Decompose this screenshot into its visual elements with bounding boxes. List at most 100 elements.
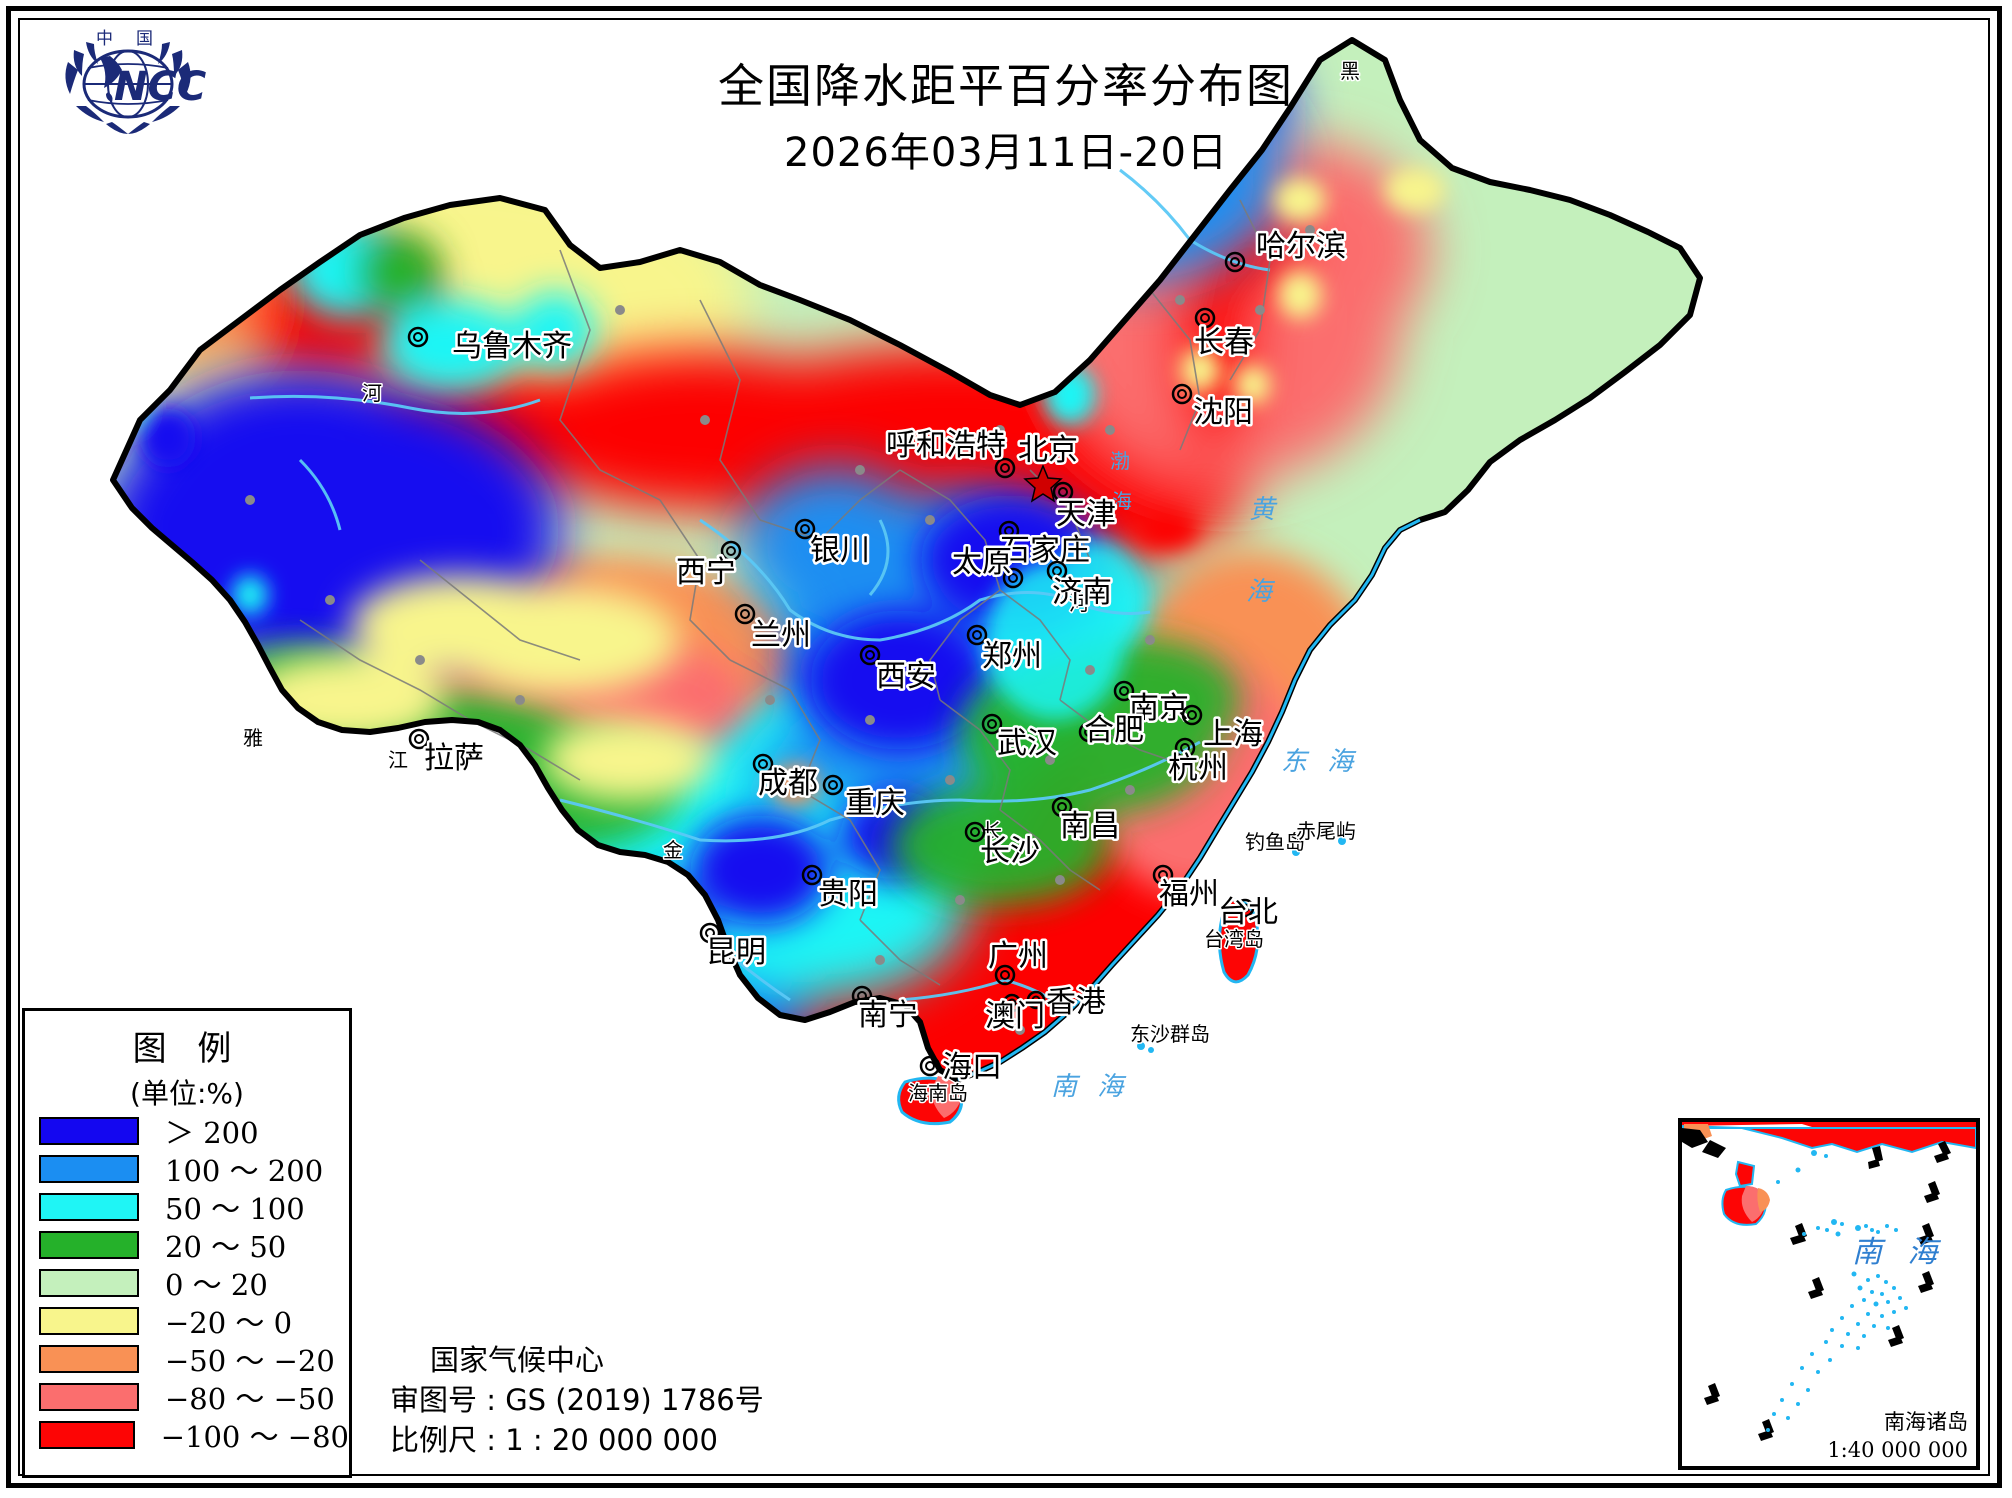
footer-approval: 审图号 : GS (2019) 1786号 (390, 1383, 764, 1417)
city-label: 南昌 (1060, 809, 1120, 844)
city-marker-aomen: 澳门 (983, 993, 1048, 1037)
legend-row: 20 ～ 50 (39, 1226, 349, 1264)
city-label: 香港 (1046, 985, 1106, 1020)
svg-text:国: 国 (136, 29, 153, 49)
sea-label: 东 海 (1281, 747, 1359, 777)
city-label: 昆明 (706, 935, 766, 970)
legend-label: −50 ～ −20 (165, 1344, 335, 1378)
city-label: 贵阳 (818, 877, 878, 912)
interior-label: 河 (1069, 591, 1089, 615)
inset-map: 南 海 (1682, 1122, 1976, 1441)
city-marker-wulumuqi: 乌鲁木齐 (407, 327, 575, 367)
city-marker-lasa: 拉萨 (408, 728, 487, 779)
city-label: 杭州 (1168, 751, 1228, 786)
svg-text:中: 中 (96, 29, 113, 49)
city-label: 重庆 (845, 786, 905, 821)
city-marker-taibei: 台北 (1216, 893, 1281, 933)
legend-label: −100 ～ −80 (160, 1420, 349, 1454)
footer-org: 国家气候中心 (430, 1343, 605, 1377)
city-label: 澳门 (985, 999, 1045, 1034)
offshore-islets (1137, 837, 1346, 1053)
interior-label: 长 (982, 819, 1002, 843)
city-marker-zhengzhou: 郑州 (966, 624, 1045, 677)
legend-swatch (39, 1117, 139, 1145)
page-subtitle: 2026年03月11日-20日 (784, 130, 1228, 176)
city-marker-wuhan: 武汉 (981, 713, 1060, 764)
island-label: 海南岛 (908, 1081, 968, 1105)
legend-row: 100 ～ 200 (39, 1150, 349, 1188)
city-marker-huhehaote: 呼和浩特 (884, 426, 1016, 479)
city-marker-shenyang: 沈阳 (1171, 383, 1256, 433)
interior-label: 黑 (1340, 59, 1360, 83)
city-marker-tianjin: 天津 (1052, 481, 1119, 535)
city-label: 南京 (1129, 691, 1189, 726)
legend-row: −80 ～ −50 (39, 1378, 349, 1416)
legend-swatch (39, 1231, 139, 1259)
legend-swatch (39, 1421, 135, 1449)
city-marker-changchun: 长春 (1192, 307, 1257, 363)
svg-text:NCC: NCC (114, 64, 206, 110)
interior-label: 江 (388, 748, 408, 772)
sea-label: 南 海 (1051, 1072, 1129, 1102)
legend-box: 图 例 (单位:%) ＞ 200 100 ～ 200 50 ～ 100 20 ～… (22, 1008, 352, 1478)
city-label: 上海 (1203, 717, 1263, 752)
city-marker-shijiazhuang: 石家庄 (998, 520, 1093, 571)
city-marker-haikou: 海口 (919, 1048, 1005, 1088)
island-names-group: 钓鱼岛 赤尾屿 台湾岛 东沙群岛 海南岛 (907, 818, 1358, 1107)
city-marker-changsha: 长沙 (964, 821, 1043, 872)
legend-label: 0 ～ 20 (165, 1268, 268, 1302)
outer-border (6, 6, 2002, 1488)
page-title: 全国降水距平百分率分布图 (718, 59, 1294, 113)
hainan-island (897, 1076, 964, 1126)
legend-row: 50 ～ 100 (39, 1188, 349, 1226)
city-marker-guangzhou: 广州 (986, 937, 1051, 986)
island-label: 赤尾屿 (1296, 819, 1356, 843)
city-label: 天津 (1056, 497, 1116, 532)
sea-label: 黄 (1249, 495, 1281, 525)
legend-label: 50 ～ 100 (165, 1192, 305, 1226)
city-label: 太原 (952, 545, 1012, 580)
sea-label: 海 (1246, 577, 1278, 607)
city-marker-chongqing: 重庆 (822, 774, 908, 824)
sea-label: 海 (1112, 489, 1132, 513)
city-label: 沈阳 (1193, 395, 1253, 430)
coastline-detail (957, 518, 1421, 1082)
city-marker-lanzhou: 兰州 (734, 603, 814, 656)
legend-swatch (39, 1383, 139, 1411)
city-label: 台北 (1218, 895, 1278, 930)
city-label: 银川 (810, 533, 870, 568)
city-marker-taiyuan: 太原 (950, 543, 1024, 589)
city-label: 合肥 (1084, 713, 1144, 748)
legend-row: −100 ～ −80 (39, 1416, 349, 1454)
city-label: 拉萨 (424, 741, 484, 776)
footer-block: 国家气候中心 审图号 : GS (2019) 1786号 比例尺 : 1 : 2… (390, 1340, 764, 1460)
city-marker-hangzhou: 杭州 (1166, 737, 1231, 789)
legend-label: ＞ 200 (165, 1116, 259, 1150)
interior-label: 雅 (243, 726, 263, 750)
south-china-sea-inset: 南 海 南海诸岛 1:40 000 000 (1678, 1118, 1980, 1470)
city-label: 郑州 (982, 639, 1042, 674)
city-label: 石家庄 (1000, 533, 1090, 568)
city-marker-hefei: 合肥 (1078, 711, 1147, 751)
legend-title: 图 例 (132, 1029, 242, 1069)
city-label: 济南 (1052, 575, 1112, 610)
city-label: 西宁 (676, 555, 736, 590)
city-label: 成都 (758, 766, 818, 801)
legend-label: 100 ～ 200 (165, 1154, 324, 1188)
city-marker-nanning: 南宁 (851, 985, 921, 1036)
inset-scale: 1:40 000 000 (1827, 1438, 1968, 1462)
legend-label: 20 ～ 50 (165, 1230, 287, 1264)
legend-swatch (39, 1345, 139, 1373)
cities-group: 乌鲁木齐 哈尔滨 长春 沈阳 呼和浩特 (407, 227, 1349, 1088)
island-label: 东沙群岛 (1130, 1022, 1210, 1046)
city-label: 北京 (1018, 433, 1078, 468)
interior-labels-group: 黑 河 河 雅 江 金 长 (242, 58, 1362, 864)
city-label: 乌鲁木齐 (452, 329, 572, 364)
city-label: 广州 (988, 939, 1048, 974)
inset-caption: 南海诸岛 (1884, 1410, 1968, 1434)
legend-unit: (单位:%) (130, 1077, 244, 1110)
city-marker-fuzhou: 福州 (1152, 864, 1222, 915)
city-marker-jinan: 济南 (1046, 560, 1115, 613)
city-marker-nanchang: 南昌 (1051, 796, 1123, 847)
